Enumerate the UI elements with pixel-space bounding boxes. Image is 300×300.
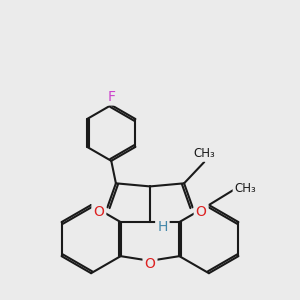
Text: CH₃: CH₃ <box>234 182 256 195</box>
Text: O: O <box>196 205 207 219</box>
Text: F: F <box>107 89 115 103</box>
Text: O: O <box>145 257 155 271</box>
Text: O: O <box>93 205 104 219</box>
Text: H: H <box>157 220 168 234</box>
Text: CH₃: CH₃ <box>194 147 215 160</box>
